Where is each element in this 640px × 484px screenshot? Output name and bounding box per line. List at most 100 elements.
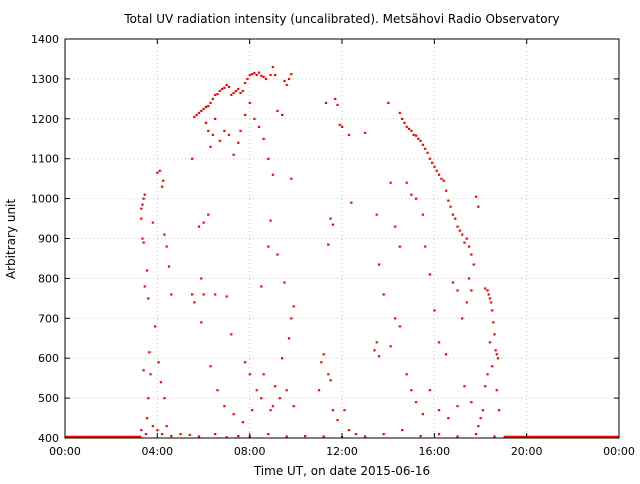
data-point <box>336 103 339 107</box>
data-point <box>479 417 482 420</box>
data-point <box>237 87 240 91</box>
data-point <box>209 365 212 368</box>
data-point <box>232 413 235 416</box>
data-point <box>451 281 454 284</box>
data-point <box>389 345 392 348</box>
data-point <box>465 237 468 240</box>
data-point <box>444 353 448 356</box>
data-point <box>414 197 418 200</box>
data-point <box>477 425 480 428</box>
data-point <box>444 189 448 192</box>
data-point <box>253 71 256 75</box>
data-point <box>144 433 147 436</box>
data-point <box>424 147 427 150</box>
y-tick-label: 600 <box>38 352 59 365</box>
y-tick-label: 800 <box>38 272 59 285</box>
chart-title: Total UV radiation intensity (uncalibrat… <box>123 12 559 26</box>
data-point <box>160 433 164 436</box>
data-point <box>140 207 143 210</box>
data-point <box>211 97 214 101</box>
data-point <box>227 85 231 89</box>
data-point <box>285 83 288 87</box>
data-point <box>403 121 406 124</box>
data-point <box>193 301 196 304</box>
data-point <box>143 285 146 288</box>
data-point <box>285 389 288 392</box>
data-point <box>218 89 221 93</box>
data-point <box>267 433 270 436</box>
data-point <box>431 161 434 164</box>
data-point <box>260 285 263 288</box>
data-point <box>491 309 494 312</box>
data-point <box>414 134 418 137</box>
x-tick-label: 16:00 <box>418 445 450 458</box>
y-tick-label: 400 <box>38 432 59 445</box>
data-point <box>142 369 145 372</box>
data-point <box>463 385 466 388</box>
data-point <box>211 133 214 136</box>
data-point <box>264 77 268 81</box>
data-point <box>389 181 392 184</box>
data-point <box>225 436 228 439</box>
data-point <box>428 157 431 160</box>
data-point <box>347 429 351 432</box>
data-point <box>165 245 168 248</box>
data-point <box>241 421 244 424</box>
data-point <box>456 225 459 228</box>
data-point <box>405 373 408 376</box>
data-point <box>491 365 494 368</box>
data-point <box>350 201 353 204</box>
data-point <box>179 433 182 436</box>
data-point <box>435 169 438 172</box>
data-point <box>449 205 452 208</box>
data-point <box>387 101 390 105</box>
data-point <box>331 223 334 226</box>
data-point <box>285 435 288 438</box>
data-point <box>209 101 212 105</box>
data-point <box>412 133 415 136</box>
data-point <box>470 401 473 404</box>
data-point <box>257 125 261 128</box>
data-point <box>159 381 162 384</box>
data-point <box>440 177 443 180</box>
data-point <box>202 107 205 111</box>
data-point <box>220 87 224 91</box>
data-point <box>140 217 143 220</box>
x-tick-label: 00:00 <box>49 445 81 458</box>
data-point <box>428 273 431 276</box>
data-point <box>193 115 196 119</box>
data-point <box>454 217 457 220</box>
data-point <box>267 245 270 248</box>
data-point <box>190 157 194 160</box>
data-point <box>200 321 203 324</box>
data-point <box>292 305 295 308</box>
data-point <box>304 435 307 438</box>
data-point <box>492 321 495 324</box>
data-point <box>470 253 473 256</box>
data-point <box>165 425 168 428</box>
data-point <box>151 425 154 428</box>
data-point <box>493 333 496 336</box>
data-point <box>364 131 367 134</box>
axis-ticks: 00:00 04:00 08:00 12:00 16:00 20:00 00:0040050… <box>31 33 635 458</box>
data-point <box>484 287 487 290</box>
data-point <box>216 389 219 392</box>
data-point <box>207 213 210 216</box>
data-point <box>428 389 431 392</box>
data-point <box>467 245 471 248</box>
data-point <box>481 409 485 412</box>
data-point <box>218 139 221 142</box>
data-point <box>163 233 166 236</box>
data-point <box>290 73 293 76</box>
data-point <box>276 253 279 256</box>
data-point <box>214 293 217 296</box>
data-point <box>149 373 152 376</box>
data-point <box>354 433 358 436</box>
data-point <box>167 265 171 268</box>
data-point <box>204 105 208 109</box>
data-point <box>447 199 450 202</box>
data-point <box>394 225 397 228</box>
data-point <box>145 269 149 272</box>
x-axis-label: Time UT, on date 2015-06-16 <box>253 464 430 478</box>
